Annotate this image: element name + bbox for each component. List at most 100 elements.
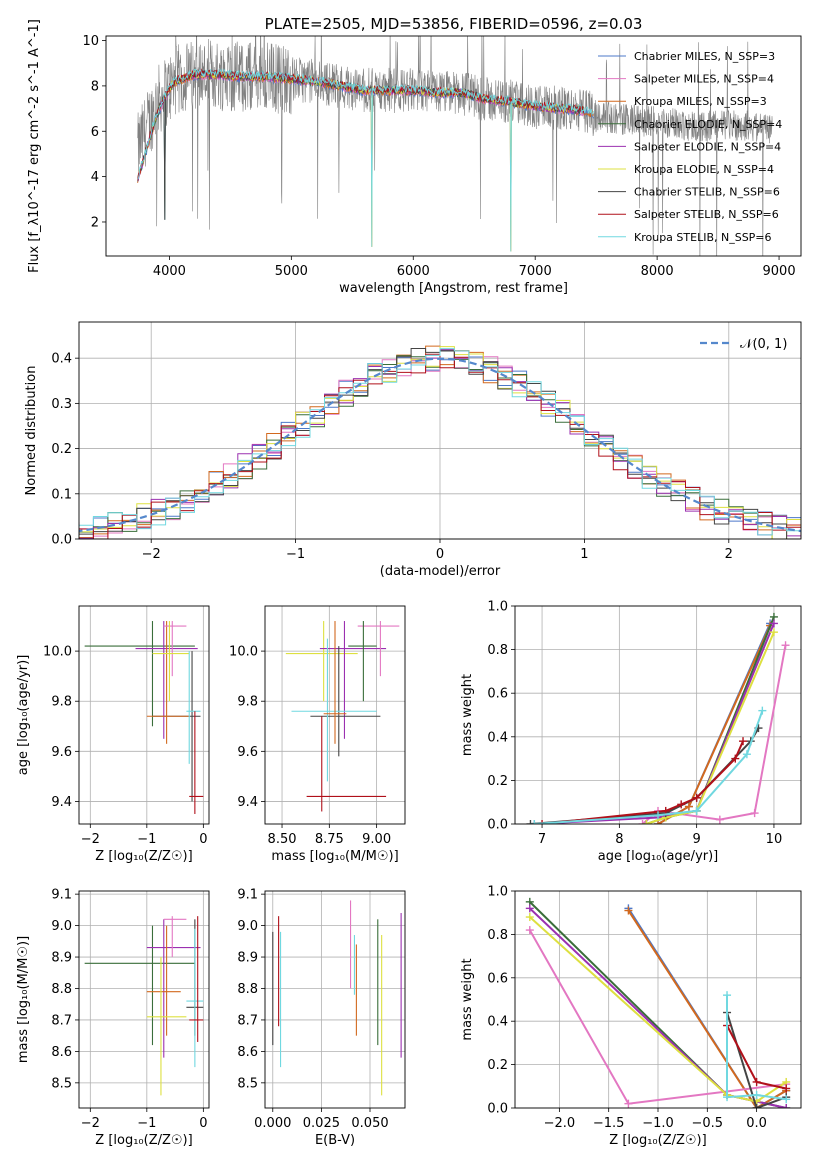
legend-label: Chabrier MILES, N_SSP=3 [634, 50, 775, 63]
x-axis-label: E(B-V) [315, 1133, 355, 1148]
y-axis-label: Flux [f_λ10^-17 erg cm^-2 s^-1 A^-1] [27, 19, 42, 273]
y-tick-label: 8.9 [237, 951, 258, 966]
mass-weight-marker [654, 811, 662, 820]
y-tick-label: 6 [91, 125, 99, 140]
axes-frame [264, 605, 406, 825]
error-bar-point [348, 621, 377, 702]
x-tick-label: 5000 [275, 264, 308, 279]
error-bar-point [146, 919, 201, 1058]
error-bar-point [186, 928, 204, 1068]
y-axis-label: age [log₁₀(age/yr)] [16, 655, 31, 776]
legend-label: Salpeter STELIB, N_SSP=6 [634, 208, 779, 221]
y-tick-label: 9.1 [51, 888, 72, 903]
mass-weight-marker [526, 820, 535, 824]
error-bar-point [285, 621, 358, 702]
y-tick-label: 0.0 [487, 818, 508, 833]
error-bar-point [163, 916, 187, 958]
x-tick-label: 8 [615, 832, 623, 847]
age-vs-metallicity-panel: −2 −1 0 9.4 9.6 9.8 10.0 Z [log₁₀(Z/Z☉)] age [lo… [16, 605, 210, 864]
error-bar-point [319, 621, 387, 739]
x-tick-label: 7000 [519, 264, 552, 279]
mass-weight-marker [525, 926, 534, 935]
y-tick-label: 8.5 [237, 1076, 258, 1091]
mass-weight-marker [781, 641, 790, 650]
x-tick-label: 1 [580, 547, 588, 562]
y-tick-label: 9.0 [51, 919, 72, 934]
x-tick-label: −2.0 [544, 1116, 576, 1131]
y-tick-label: 10.0 [229, 645, 258, 660]
axes-frame [264, 890, 406, 1109]
spectrum-panel: 4000 5000 6000 7000 8000 9000 2 4 6 8 10 wavelength… [27, 15, 802, 296]
mass-weight-marker [742, 750, 751, 759]
x-tick-label: −1 [137, 832, 156, 847]
x-tick-label: −2 [142, 547, 161, 562]
mass-weight-marker [782, 1104, 791, 1108]
y-tick-label: 9.8 [51, 695, 72, 710]
x-tick-label: −2 [81, 1116, 100, 1131]
legend-label: Salpeter ELODIE, N_SSP=4 [634, 140, 781, 153]
mass-vs-metallicity-panel: −2 −1 0 8.5 8.6 8.7 8.8 8.9 9.0 9.1 Z [log₁₀(Z/Z☉)… [16, 888, 210, 1148]
mass-weight-marker [677, 800, 686, 809]
x-tick-label: 0.050 [351, 1116, 388, 1131]
legend-label: Kroupa STELIB, N_SSP=6 [634, 231, 772, 244]
y-tick-label: 0.6 [487, 971, 508, 986]
mass-weight-marker [715, 815, 724, 824]
error-bar-point [84, 621, 195, 727]
residual-histogram-step [79, 348, 801, 536]
chart-title: PLATE=2505, MJD=53856, FIBERID=0596, z=0… [265, 15, 643, 33]
mass-weight-vs-metallicity-panel: −2.0 −1.5 −1.0 −0.5 0.0 0.0 0.2 0.4 0.6 0.8 1.0 Z [… [460, 885, 802, 1148]
legend-label: Chabrier ELODIE, N_SSP=4 [634, 118, 782, 131]
error-bar-point [291, 638, 377, 782]
y-tick-label: 10.0 [43, 645, 72, 660]
mass-weight-marker [638, 820, 647, 824]
axes-frame [514, 890, 802, 1109]
y-tick-label: 0.1 [51, 487, 72, 502]
axes-frame [78, 890, 210, 1109]
error-bar-point [189, 711, 204, 814]
mass-weight-marker [525, 913, 534, 922]
legend-label: 𝒩(0, 1) [740, 337, 787, 352]
x-tick-label: 6000 [397, 264, 430, 279]
x-tick-label: 10 [766, 832, 783, 847]
mass-weight-marker [782, 1084, 791, 1093]
mass-weight-marker [769, 628, 778, 637]
mass-weight-marker [752, 1077, 761, 1086]
mass-weight-marker [525, 904, 534, 913]
y-tick-label: 8.9 [51, 951, 72, 966]
mass-weight-marker [530, 820, 539, 824]
x-tick-label: 8.50 [268, 832, 297, 847]
y-tick-label: 4 [91, 170, 99, 185]
mass-weight-series-line [529, 916, 787, 1103]
y-tick-label: 8.8 [237, 982, 258, 997]
y-tick-label: 0.6 [487, 687, 508, 702]
x-tick-label: 7 [538, 832, 546, 847]
x-axis-label: wavelength [Angstrom, rest frame] [339, 281, 568, 296]
error-bar-point [146, 621, 190, 744]
y-tick-label: 0.0 [51, 533, 72, 548]
x-tick-label: −1 [137, 1116, 156, 1131]
error-bar-point [306, 716, 387, 812]
mass-weight-series-line [657, 622, 772, 824]
error-bar-point [357, 621, 400, 677]
y-tick-label: 8.6 [51, 1045, 72, 1060]
y-axis-label: Normed distribution [24, 366, 39, 496]
y-axis-label: mass weight [460, 958, 475, 1040]
y-tick-label: 8.8 [51, 982, 72, 997]
legend-label: Kroupa ELODIE, N_SSP=4 [634, 163, 774, 176]
error-bar-point [323, 621, 347, 744]
mass-weight-marker [642, 820, 651, 824]
mass-weight-marker [769, 619, 778, 628]
mass-weight-marker [723, 991, 732, 1000]
legend: 𝒩(0, 1) [700, 337, 787, 352]
y-tick-label: 0.4 [51, 352, 72, 367]
x-tick-label: −0.5 [692, 1116, 724, 1131]
model-spectrum-line [137, 69, 585, 252]
legend-label: Chabrier STELIB, N_SSP=6 [634, 186, 780, 199]
mass-weight-marker [723, 1093, 732, 1102]
y-tick-label: 9.4 [51, 795, 72, 810]
y-tick-label: 0.3 [51, 397, 72, 412]
mass-weight-series-line [657, 625, 772, 824]
x-tick-label: 8000 [641, 264, 674, 279]
y-tick-label: 0.0 [487, 1102, 508, 1117]
axes-frame [105, 35, 802, 257]
